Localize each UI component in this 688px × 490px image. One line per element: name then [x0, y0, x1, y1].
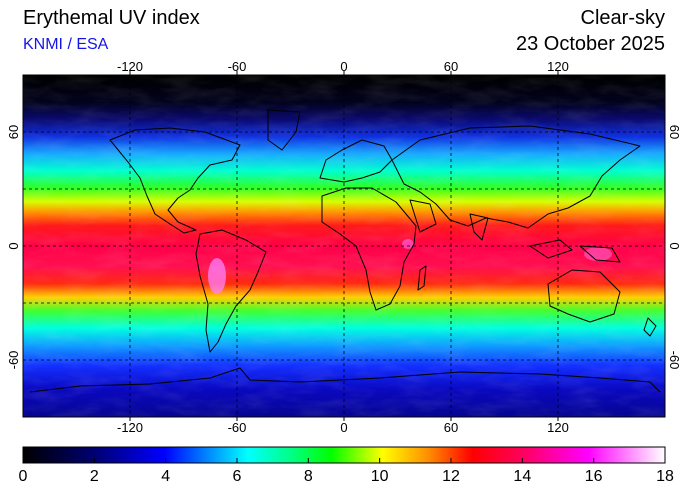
lon-tick-label-top: 120	[547, 59, 569, 74]
lon-tick-label-bottom: 60	[444, 420, 458, 435]
arabia-india-outline	[409, 199, 489, 241]
colorbar-tick-label: 6	[233, 468, 242, 485]
colorbar-tick-label: 12	[442, 468, 460, 485]
colorbar-gradient	[23, 447, 665, 463]
map-date: 23 October 2025	[516, 33, 665, 55]
colorbar-tick-label: 16	[585, 468, 603, 485]
colorbar-tick-label: 4	[161, 468, 170, 485]
uv-colorbar: 0 2 4 6 8 10 12 14 16 18	[19, 446, 674, 485]
colorbar-tick-label: 0	[19, 468, 28, 485]
lon-tick-label-bottom: -60	[228, 420, 247, 435]
uv-field	[23, 75, 665, 417]
antarctica-outline	[29, 367, 661, 393]
coastlines	[29, 109, 661, 393]
south-america-outline	[195, 229, 267, 353]
lat-tick-label-right: 60	[667, 125, 682, 139]
north-america-outline	[109, 127, 241, 234]
colorbar-tick-label: 14	[513, 468, 531, 485]
lon-tick-label-top: -120	[117, 59, 143, 74]
colorbar-tick-label: 8	[304, 468, 313, 485]
lon-tick-label-bottom: 120	[547, 420, 569, 435]
lon-tick-label-bottom: 0	[340, 420, 347, 435]
lon-tick-label-bottom: -120	[117, 420, 143, 435]
east-africa-uv-hotspot	[402, 239, 414, 249]
colorbar-frame	[22, 446, 666, 464]
sky-condition-label: Clear-sky	[580, 7, 665, 29]
greenland-outline	[267, 109, 301, 151]
colorbar-tick-label: 18	[656, 468, 674, 485]
australia-outline	[547, 269, 621, 323]
graticule	[23, 75, 665, 417]
indonesia-outline	[529, 239, 621, 263]
new-zealand-outline	[643, 317, 657, 337]
lat-tick-label-left: 0	[6, 242, 21, 249]
map-axis-ticks: -120 -120 -60 -60 0 0 60 60 120 120 60 60 0 0 -60 -60	[6, 59, 682, 435]
andes-uv-hotspot	[208, 258, 226, 294]
lon-tick-label-top: 60	[444, 59, 458, 74]
lat-tick-label-left: -60	[6, 351, 21, 370]
map-title: Erythemal UV index	[23, 7, 200, 29]
asia-outline	[391, 125, 641, 229]
madagascar-outline	[417, 265, 427, 291]
lat-tick-label-right: -60	[667, 351, 682, 370]
europe-outline	[319, 139, 393, 183]
colorbar-tick-label: 10	[371, 468, 389, 485]
lon-tick-label-top: -60	[228, 59, 247, 74]
lon-tick-label-top: 0	[340, 59, 347, 74]
africa-outline	[321, 187, 417, 311]
data-source-label: KNMI / ESA	[23, 36, 109, 53]
colorbar-tick-label: 2	[90, 468, 99, 485]
maritime-uv-hotspot	[584, 247, 612, 261]
lat-tick-label-left: 60	[6, 125, 21, 139]
lat-tick-label-right: 0	[667, 242, 682, 249]
